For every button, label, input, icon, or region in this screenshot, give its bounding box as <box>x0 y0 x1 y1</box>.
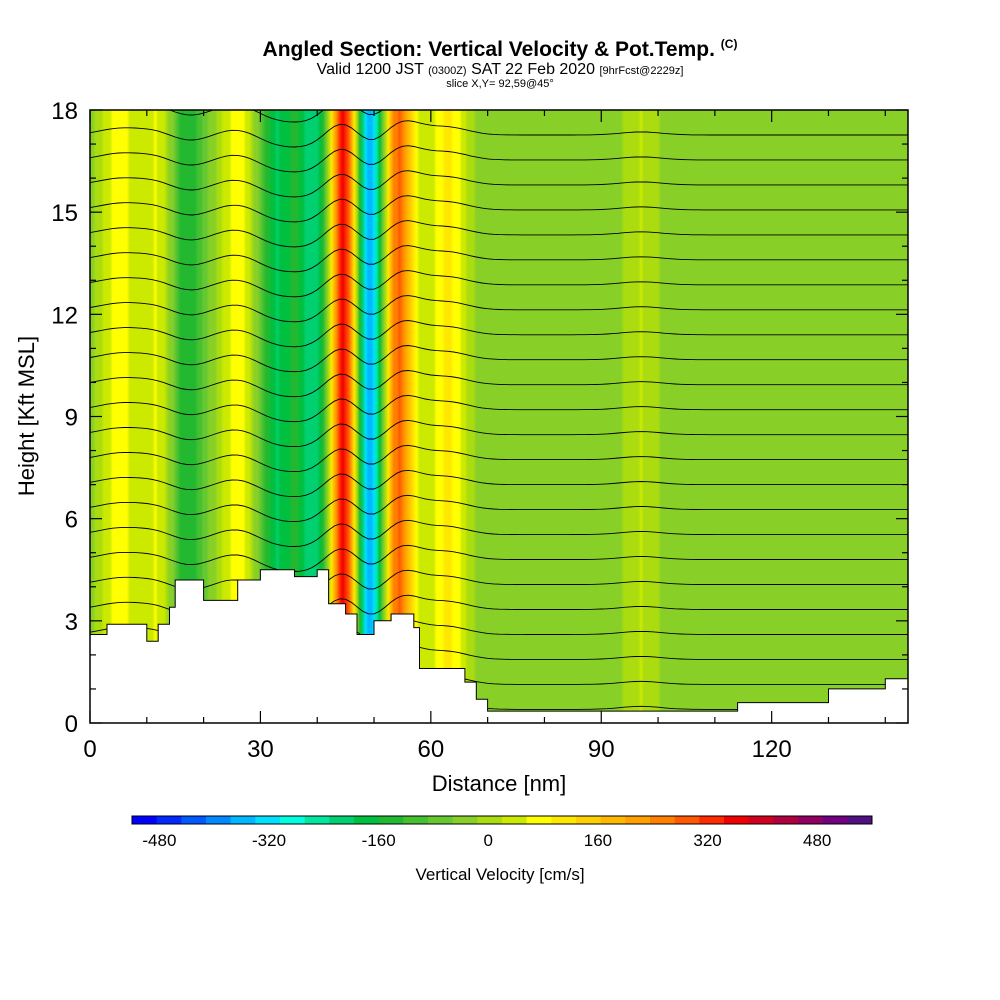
colorbar-swatch <box>699 816 725 824</box>
y-tick-label: 0 <box>65 711 78 738</box>
colorbar-swatch <box>156 816 182 824</box>
colorbar-swatch <box>230 816 256 824</box>
theta-contour <box>90 519 908 547</box>
theta-contour <box>90 394 908 423</box>
theta-contour <box>90 320 908 348</box>
plot-area <box>90 110 908 723</box>
colorbar-tick-label: 320 <box>693 831 721 850</box>
theta-contour <box>90 145 908 173</box>
colorbar-swatch <box>847 816 873 824</box>
theta-contour <box>90 220 908 248</box>
theta-contour <box>90 419 908 448</box>
x-axis-label: Distance [nm] <box>432 771 567 796</box>
colorbar-swatch <box>354 816 379 824</box>
colorbar-tick-label: 0 <box>484 831 493 850</box>
theta-contour <box>90 569 908 597</box>
colorbar-swatch <box>181 816 207 824</box>
theta-contour <box>90 370 908 398</box>
colorbar-tick-label: -160 <box>362 831 396 850</box>
colorbar-tick-label: 480 <box>803 831 831 850</box>
colorbar-swatch <box>674 816 700 824</box>
colorbar-swatch <box>650 816 675 824</box>
colorbar-swatch <box>526 816 552 824</box>
y-tick-label: 18 <box>51 98 78 125</box>
terrain <box>90 569 908 723</box>
theta-contour <box>90 345 908 373</box>
colorbar-swatch <box>428 816 453 824</box>
colorbar-swatch <box>255 816 281 824</box>
theta-contour <box>90 195 908 223</box>
colorbar: -480 -320 -160 0 160 320 480 <box>131 815 873 850</box>
colorbar-swatch <box>304 816 330 824</box>
theta-contour <box>90 120 908 148</box>
theta-contour <box>90 444 908 473</box>
colorbar-swatch <box>280 816 305 824</box>
colorbar-swatch <box>625 816 651 824</box>
colorbar-swatch <box>132 816 157 824</box>
colorbar-swatch <box>452 816 478 824</box>
x-axis: 0 30 60 90 120 <box>83 110 886 763</box>
y-axis-label: Height [Kft MSL] <box>14 336 39 496</box>
y-tick-label: 6 <box>65 507 78 534</box>
x-tick-label: 0 <box>83 736 96 763</box>
x-tick-label: 30 <box>247 736 274 763</box>
chart-slice-info: slice X,Y= 92,59@45° <box>446 78 554 90</box>
colorbar-swatch <box>502 816 527 824</box>
chart-title: Angled Section: Vertical Velocity & Pot.… <box>262 37 738 61</box>
colorbar-swatch <box>378 816 404 824</box>
y-tick-label: 12 <box>51 302 78 329</box>
y-tick-label: 15 <box>51 200 78 227</box>
colorbar-swatch <box>576 816 601 824</box>
colorbar-frame <box>131 815 873 825</box>
theta-contour <box>90 170 908 198</box>
colorbar-swatch <box>773 816 799 824</box>
theta-contour <box>90 245 908 273</box>
y-tick-label: 9 <box>65 405 78 432</box>
colorbar-swatch <box>403 816 429 824</box>
colorbar-tick-label: -320 <box>252 831 286 850</box>
colorbar-swatch <box>798 816 823 824</box>
colorbar-swatch <box>822 816 848 824</box>
colorbar-swatch <box>724 816 749 824</box>
colorbar-swatch <box>477 816 503 824</box>
colorbar-label: Vertical Velocity [cm/s] <box>415 865 584 884</box>
colorbar-swatch <box>329 816 355 824</box>
y-axis: 0 3 6 9 12 15 18 <box>51 98 908 738</box>
colorbar-swatch <box>600 816 626 824</box>
colorbar-swatch <box>206 816 231 824</box>
x-tick-label: 60 <box>417 736 444 763</box>
colorbar-tick-label: 160 <box>584 831 612 850</box>
theta-contour <box>90 270 908 298</box>
chart-valid-time: Valid 1200 JST (0300Z) SAT 22 Feb 2020 [… <box>316 61 684 78</box>
theta-contour <box>90 544 908 572</box>
theta-contour <box>90 494 908 523</box>
y-tick-label: 3 <box>65 609 78 636</box>
theta-contour <box>90 469 908 498</box>
theta-contour <box>90 295 908 323</box>
colorbar-swatch <box>748 816 774 824</box>
colorbar-tick-label: -480 <box>142 831 176 850</box>
x-tick-label: 90 <box>588 736 615 763</box>
theta-contours <box>90 110 908 722</box>
x-tick-label: 120 <box>752 736 792 763</box>
colorbar-swatch <box>551 816 577 824</box>
